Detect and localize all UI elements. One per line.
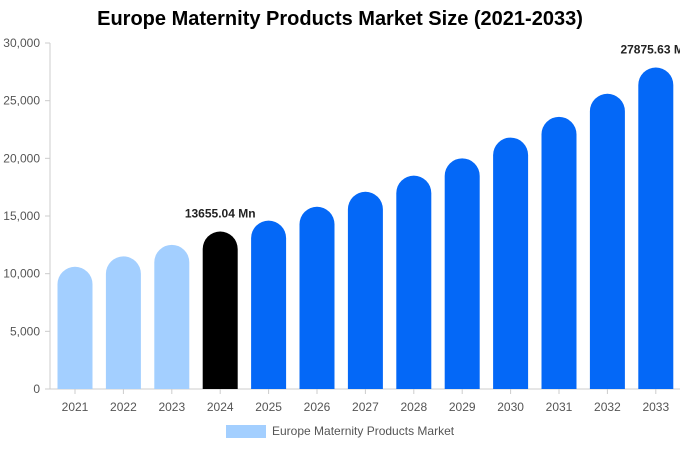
data-label: 27875.63 Mn <box>620 43 680 57</box>
y-tick-label: 5,000 <box>10 324 40 338</box>
y-tick-label: 20,000 <box>3 151 40 165</box>
x-tick-label: 2031 <box>546 400 573 414</box>
bar[interactable] <box>589 93 625 389</box>
x-tick-label: 2026 <box>304 400 331 414</box>
x-tick-label: 2025 <box>255 400 282 414</box>
y-tick-label: 10,000 <box>3 267 40 281</box>
y-tick-label: 15,000 <box>3 209 40 223</box>
data-label: 13655.04 Mn <box>185 207 256 221</box>
bar[interactable] <box>444 158 480 389</box>
legend-swatch <box>226 424 266 438</box>
x-tick-label: 2032 <box>594 400 621 414</box>
chart-title: Europe Maternity Products Market Size (2… <box>97 8 583 30</box>
x-tick-label: 2021 <box>62 400 89 414</box>
x-tick-label: 2023 <box>158 400 185 414</box>
bar[interactable] <box>299 206 335 389</box>
x-tick-label: 2028 <box>400 400 427 414</box>
bar[interactable] <box>154 244 190 389</box>
bar[interactable] <box>57 266 93 389</box>
bar[interactable] <box>202 231 238 389</box>
y-tick-label: 0 <box>33 382 40 396</box>
bar[interactable] <box>493 137 529 389</box>
bar[interactable] <box>541 116 577 390</box>
x-tick-label: 2033 <box>642 400 669 414</box>
x-tick-label: 2029 <box>449 400 476 414</box>
x-tick-label: 2024 <box>207 400 234 414</box>
bar[interactable] <box>347 191 383 389</box>
legend[interactable]: Europe Maternity Products Market <box>226 424 454 438</box>
legend-label: Europe Maternity Products Market <box>272 424 455 438</box>
bar[interactable] <box>396 175 432 389</box>
bar[interactable] <box>638 67 674 389</box>
bar[interactable] <box>251 220 287 389</box>
x-tick-label: 2027 <box>352 400 379 414</box>
y-tick-label: 30,000 <box>3 36 40 50</box>
x-tick-label: 2022 <box>110 400 137 414</box>
bar[interactable] <box>105 256 141 389</box>
x-tick-label: 2030 <box>497 400 524 414</box>
y-tick-label: 25,000 <box>3 94 40 108</box>
